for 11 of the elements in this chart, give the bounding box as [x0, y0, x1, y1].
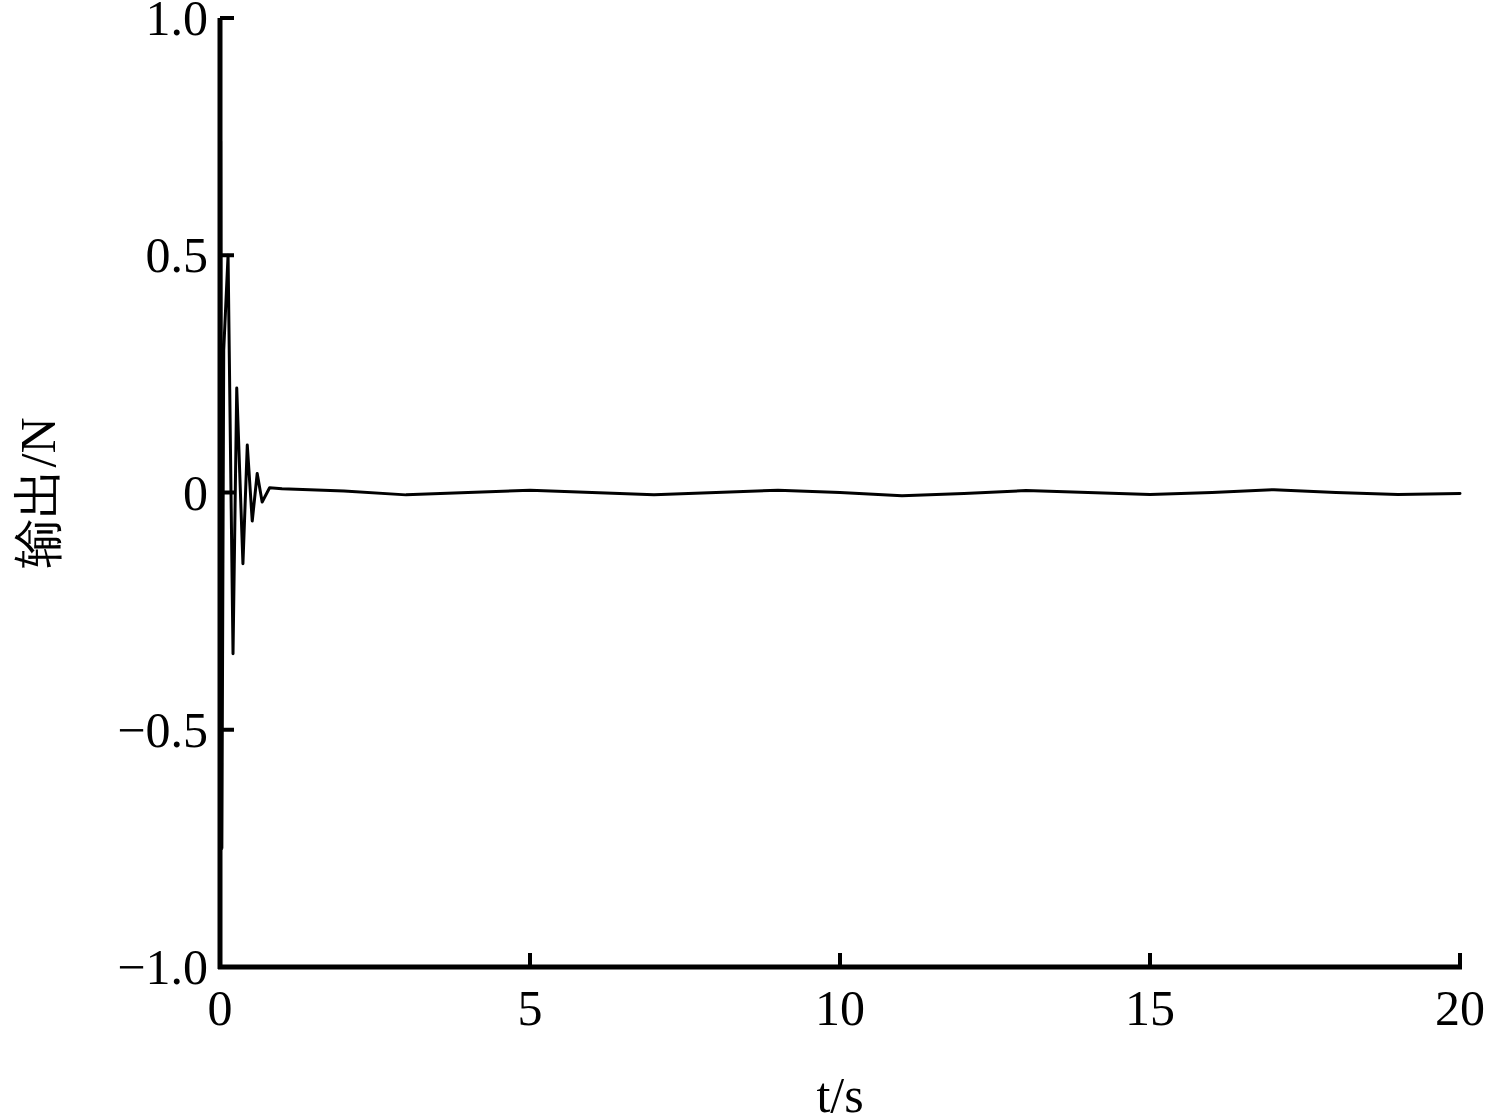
- x-axis-title: t/s: [816, 1067, 864, 1117]
- y-tick-label: −1.0: [117, 939, 208, 995]
- y-tick-label: 0: [183, 464, 208, 521]
- y-tick-label: 0.5: [145, 227, 208, 284]
- x-tick-label: 5: [517, 980, 543, 1036]
- y-tick-label: −0.5: [117, 701, 208, 758]
- y-tick-label: 1.0: [145, 0, 208, 46]
- x-tick-label: 15: [1125, 980, 1175, 1036]
- x-tick-label: 10: [815, 980, 865, 1036]
- y-axis-title: 输出/N: [10, 417, 66, 568]
- x-tick-label: 20: [1435, 980, 1485, 1036]
